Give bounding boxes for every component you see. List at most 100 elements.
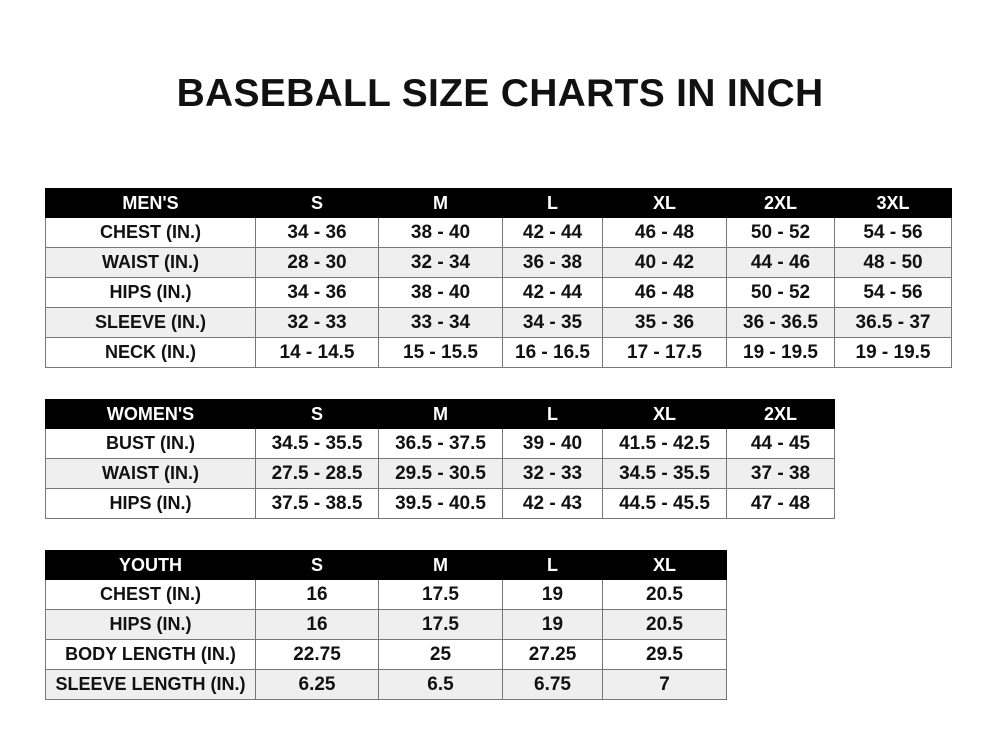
size-header: 2XL [726, 188, 835, 218]
measurement-cell: 19 - 19.5 [834, 337, 952, 368]
measurement-cell: 6.75 [502, 669, 603, 700]
measurement-cell: 29.5 [602, 639, 727, 670]
measurement-cell: 46 - 48 [602, 217, 727, 248]
measurement-cell: 32 - 33 [255, 307, 379, 338]
table-row: WAIST (IN.) 27.5 - 28.5 29.5 - 30.5 32 - 33… [45, 458, 835, 489]
table-category: MEN'S [45, 188, 256, 218]
measurement-cell: 20.5 [602, 609, 727, 640]
measurement-cell: 48 - 50 [834, 247, 952, 278]
table-row: NECK (IN.) 14 - 14.5 15 - 15.5 16 - 16.5 17 … [45, 337, 952, 368]
measurement-cell: 37 - 38 [726, 458, 835, 489]
measurement-cell: 36.5 - 37.5 [378, 428, 503, 459]
table-row: HIPS (IN.) 16 17.5 19 20.5 [45, 609, 727, 640]
measurement-cell: 44.5 - 45.5 [602, 488, 727, 519]
measurement-label: CHEST (IN.) [45, 217, 256, 248]
size-header: S [255, 399, 379, 429]
measurement-cell: 34.5 - 35.5 [602, 458, 727, 489]
measurement-label: BODY LENGTH (IN.) [45, 639, 256, 670]
measurement-cell: 6.25 [255, 669, 379, 700]
table-row: BODY LENGTH (IN.) 22.75 25 27.25 29.5 [45, 639, 727, 670]
measurement-cell: 36 - 38 [502, 247, 603, 278]
measurement-label: HIPS (IN.) [45, 609, 256, 640]
measurement-cell: 19 [502, 609, 603, 640]
size-header: XL [602, 188, 727, 218]
measurement-label: SLEEVE LENGTH (IN.) [45, 669, 256, 700]
size-header: XL [602, 550, 727, 580]
measurement-cell: 17.5 [378, 579, 503, 610]
measurement-cell: 16 [255, 579, 379, 610]
measurement-cell: 32 - 33 [502, 458, 603, 489]
measurement-cell: 27.25 [502, 639, 603, 670]
measurement-cell: 40 - 42 [602, 247, 727, 278]
measurement-cell: 42 - 43 [502, 488, 603, 519]
measurement-cell: 37.5 - 38.5 [255, 488, 379, 519]
size-header: L [502, 550, 603, 580]
size-header: M [378, 550, 503, 580]
measurement-cell: 50 - 52 [726, 217, 835, 248]
measurement-cell: 29.5 - 30.5 [378, 458, 503, 489]
measurement-cell: 14 - 14.5 [255, 337, 379, 368]
size-header: L [502, 399, 603, 429]
measurement-cell: 50 - 52 [726, 277, 835, 308]
measurement-cell: 42 - 44 [502, 217, 603, 248]
table-category: WOMEN'S [45, 399, 256, 429]
measurement-cell: 16 [255, 609, 379, 640]
measurement-label: BUST (IN.) [45, 428, 256, 459]
measurement-cell: 17.5 [378, 609, 503, 640]
size-header: 2XL [726, 399, 835, 429]
measurement-label: WAIST (IN.) [45, 458, 256, 489]
measurement-cell: 38 - 40 [378, 277, 503, 308]
measurement-cell: 34 - 36 [255, 277, 379, 308]
measurement-label: HIPS (IN.) [45, 277, 256, 308]
measurement-label: HIPS (IN.) [45, 488, 256, 519]
measurement-cell: 35 - 36 [602, 307, 727, 338]
size-header: 3XL [834, 188, 952, 218]
measurement-cell: 38 - 40 [378, 217, 503, 248]
measurement-cell: 34.5 - 35.5 [255, 428, 379, 459]
page-title: BASEBALL SIZE CHARTS IN INCH [176, 72, 824, 115]
measurement-cell: 27.5 - 28.5 [255, 458, 379, 489]
measurement-cell: 47 - 48 [726, 488, 835, 519]
measurement-cell: 36.5 - 37 [834, 307, 952, 338]
measurement-cell: 19 - 19.5 [726, 337, 835, 368]
measurement-cell: 7 [602, 669, 727, 700]
measurement-cell: 39.5 - 40.5 [378, 488, 503, 519]
header-row: WOMEN'S S M L XL 2XL [45, 399, 835, 429]
mens-size-table: MEN'S S M L XL 2XL 3XL CHEST (IN.) 34 - 36 38 - 4… [45, 188, 952, 368]
size-header: L [502, 188, 603, 218]
measurement-cell: 25 [378, 639, 503, 670]
measurement-cell: 34 - 35 [502, 307, 603, 338]
table-row: WAIST (IN.) 28 - 30 32 - 34 36 - 38 40 - 42 4… [45, 247, 952, 278]
measurement-label: WAIST (IN.) [45, 247, 256, 278]
size-header: M [378, 399, 503, 429]
measurement-cell: 20.5 [602, 579, 727, 610]
measurement-cell: 46 - 48 [602, 277, 727, 308]
measurement-cell: 22.75 [255, 639, 379, 670]
youth-size-table: YOUTH S M L XL CHEST (IN.) 16 17.5 19 20.5 HIPS (I… [45, 550, 727, 700]
size-header: M [378, 188, 503, 218]
table-row: SLEEVE LENGTH (IN.) 6.25 6.5 6.75 7 [45, 669, 727, 700]
measurement-label: NECK (IN.) [45, 337, 256, 368]
measurement-cell: 6.5 [378, 669, 503, 700]
table-row: CHEST (IN.) 16 17.5 19 20.5 [45, 579, 727, 610]
measurement-label: CHEST (IN.) [45, 579, 256, 610]
table-row: HIPS (IN.) 37.5 - 38.5 39.5 - 40.5 42 - 43 4… [45, 488, 835, 519]
table-row: HIPS (IN.) 34 - 36 38 - 40 42 - 44 46 - 48 50… [45, 277, 952, 308]
table-row: CHEST (IN.) 34 - 36 38 - 40 42 - 44 46 - 48 5… [45, 217, 952, 248]
header-row: YOUTH S M L XL [45, 550, 727, 580]
size-header: S [255, 550, 379, 580]
measurement-cell: 33 - 34 [378, 307, 503, 338]
measurement-cell: 41.5 - 42.5 [602, 428, 727, 459]
measurement-cell: 16 - 16.5 [502, 337, 603, 368]
measurement-cell: 19 [502, 579, 603, 610]
measurement-cell: 15 - 15.5 [378, 337, 503, 368]
measurement-cell: 17 - 17.5 [602, 337, 727, 368]
table-row: SLEEVE (IN.) 32 - 33 33 - 34 34 - 35 35 - 36… [45, 307, 952, 338]
measurement-cell: 32 - 34 [378, 247, 503, 278]
measurement-label: SLEEVE (IN.) [45, 307, 256, 338]
measurement-cell: 39 - 40 [502, 428, 603, 459]
measurement-cell: 34 - 36 [255, 217, 379, 248]
measurement-cell: 44 - 45 [726, 428, 835, 459]
measurement-cell: 54 - 56 [834, 277, 952, 308]
table-category: YOUTH [45, 550, 256, 580]
